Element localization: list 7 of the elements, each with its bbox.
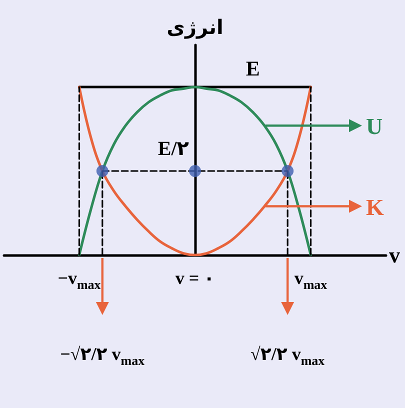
x-axis-title: v [389, 242, 400, 268]
annotation: E/۲ [158, 138, 189, 160]
legend-label: U [366, 114, 383, 140]
series-label: E [246, 56, 260, 80]
x-tick-label: v = ۰ [175, 268, 215, 288]
legend-label: K [366, 194, 384, 220]
y-axis-title: انرژی [166, 15, 224, 39]
